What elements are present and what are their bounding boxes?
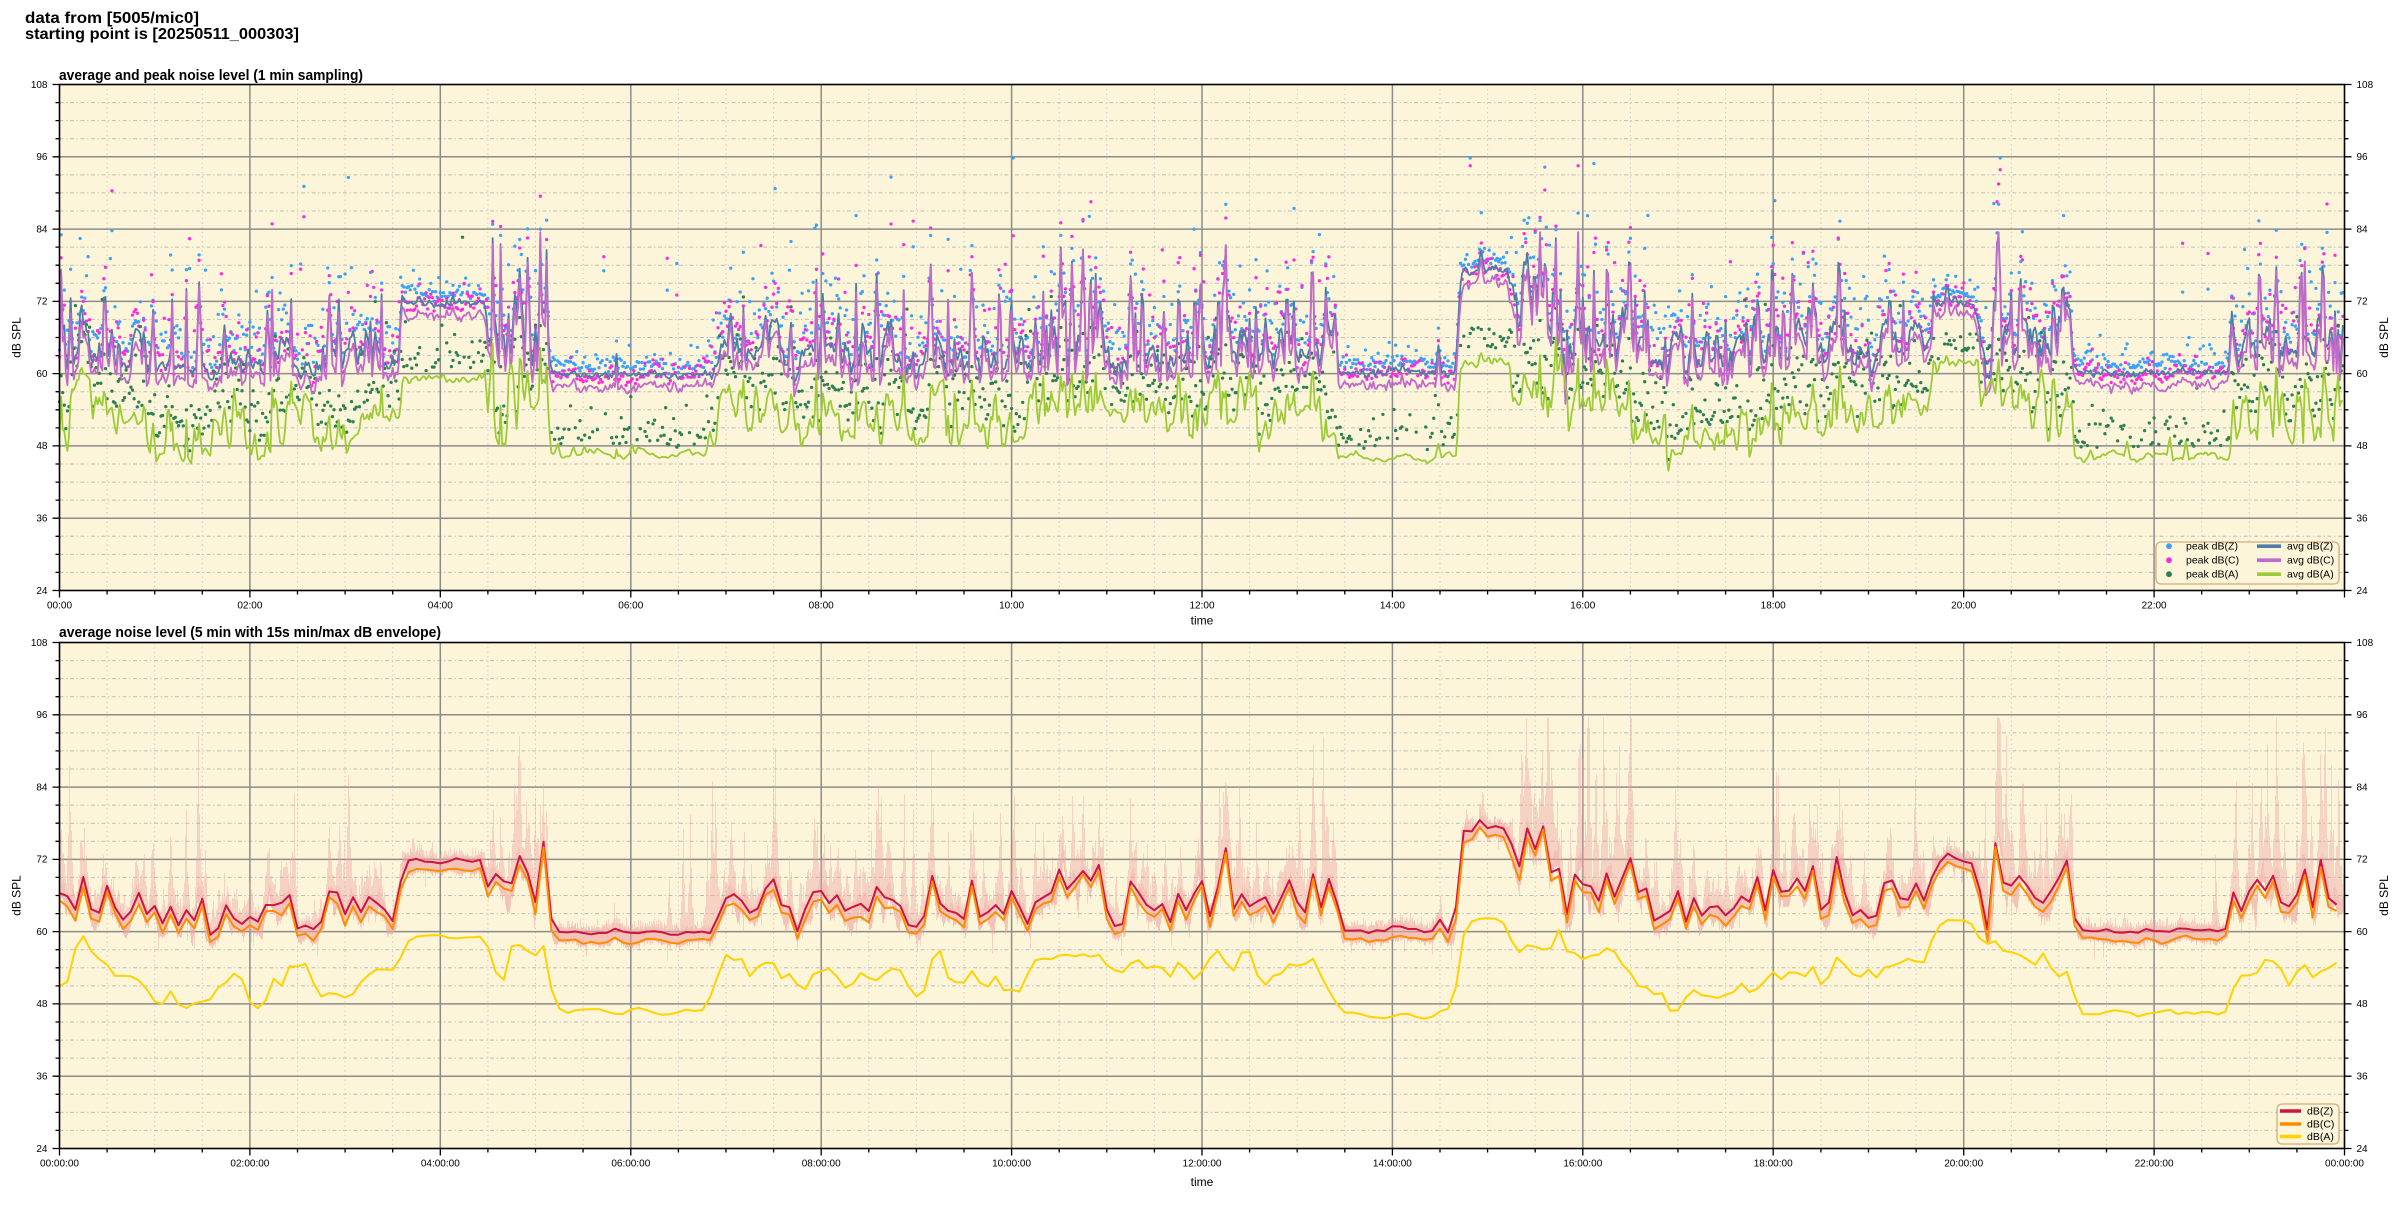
svg-text:20:00: 20:00 [1951, 601, 1976, 612]
svg-text:04:00: 04:00 [428, 601, 453, 612]
svg-text:08:00: 08:00 [809, 601, 834, 612]
svg-text:06:00:00: 06:00:00 [611, 1159, 650, 1170]
svg-text:18:00:00: 18:00:00 [1754, 1159, 1793, 1170]
svg-text:data from [5005/mic0]: data from [5005/mic0] [25, 10, 199, 27]
svg-text:14:00: 14:00 [1380, 601, 1405, 612]
svg-text:14:00:00: 14:00:00 [1373, 1159, 1412, 1170]
svg-text:dB SPL: dB SPL [2377, 317, 2391, 358]
svg-text:18:00: 18:00 [1761, 601, 1786, 612]
svg-text:60: 60 [36, 369, 48, 380]
svg-text:00:00:00: 00:00:00 [40, 1159, 79, 1170]
svg-text:96: 96 [2357, 152, 2369, 163]
svg-text:06:00: 06:00 [618, 601, 643, 612]
svg-text:60: 60 [2357, 927, 2369, 938]
svg-text:dB(A): dB(A) [2307, 1131, 2334, 1143]
svg-text:24: 24 [2357, 586, 2369, 597]
svg-text:84: 84 [36, 224, 48, 235]
svg-text:24: 24 [2357, 1144, 2369, 1155]
svg-text:12:00: 12:00 [1189, 601, 1214, 612]
svg-text:22:00:00: 22:00:00 [2135, 1159, 2174, 1170]
svg-text:84: 84 [2357, 224, 2369, 235]
svg-text:84: 84 [2357, 782, 2369, 793]
svg-text:00:00:00: 00:00:00 [2325, 1159, 2364, 1170]
svg-text:36: 36 [2357, 1072, 2369, 1083]
svg-text:48: 48 [2357, 999, 2369, 1010]
svg-text:time: time [1191, 1175, 1214, 1189]
svg-text:10:00: 10:00 [999, 601, 1024, 612]
svg-text:36: 36 [36, 514, 48, 525]
svg-text:96: 96 [2357, 710, 2369, 721]
svg-text:36: 36 [2357, 514, 2369, 525]
svg-text:36: 36 [36, 1072, 48, 1083]
svg-text:peak dB(A): peak dB(A) [2186, 569, 2239, 581]
svg-text:48: 48 [36, 441, 48, 452]
svg-text:108: 108 [2357, 80, 2374, 91]
svg-text:60: 60 [36, 927, 48, 938]
svg-text:02:00: 02:00 [237, 601, 262, 612]
svg-text:20:00:00: 20:00:00 [1944, 1159, 1983, 1170]
svg-text:04:00:00: 04:00:00 [421, 1159, 460, 1170]
svg-text:dB SPL: dB SPL [2377, 875, 2391, 916]
svg-text:72: 72 [2357, 297, 2369, 308]
svg-text:peak dB(Z): peak dB(Z) [2186, 541, 2238, 553]
svg-text:96: 96 [36, 152, 48, 163]
svg-text:dB SPL: dB SPL [10, 875, 24, 916]
svg-text:average and peak noise level (: average and peak noise level (1 min samp… [59, 68, 363, 84]
svg-text:72: 72 [2357, 855, 2369, 866]
svg-text:dB(Z): dB(Z) [2307, 1106, 2333, 1118]
svg-text:96: 96 [36, 710, 48, 721]
svg-text:00:00: 00:00 [47, 601, 72, 612]
svg-text:avg dB(A): avg dB(A) [2287, 569, 2334, 581]
svg-text:12:00:00: 12:00:00 [1183, 1159, 1222, 1170]
svg-text:16:00:00: 16:00:00 [1563, 1159, 1602, 1170]
svg-text:22:00: 22:00 [2142, 601, 2167, 612]
svg-text:avg dB(Z): avg dB(Z) [2287, 541, 2333, 553]
svg-text:24: 24 [36, 1144, 48, 1155]
svg-text:dB(C): dB(C) [2307, 1119, 2334, 1131]
svg-text:02:00:00: 02:00:00 [230, 1159, 269, 1170]
svg-text:24: 24 [36, 586, 48, 597]
svg-text:72: 72 [36, 855, 48, 866]
svg-text:08:00:00: 08:00:00 [802, 1159, 841, 1170]
svg-text:10:00:00: 10:00:00 [992, 1159, 1031, 1170]
svg-text:time: time [1191, 614, 1214, 628]
svg-text:16:00: 16:00 [1570, 601, 1595, 612]
svg-text:72: 72 [36, 297, 48, 308]
svg-text:average noise level (5 min wit: average noise level (5 min with 15s min/… [59, 625, 441, 641]
svg-text:84: 84 [36, 782, 48, 793]
svg-text:108: 108 [31, 80, 48, 91]
svg-text:48: 48 [36, 999, 48, 1010]
svg-text:peak dB(C): peak dB(C) [2186, 555, 2239, 567]
svg-text:dB SPL: dB SPL [10, 317, 24, 358]
svg-text:48: 48 [2357, 441, 2369, 452]
svg-text:avg dB(C): avg dB(C) [2287, 555, 2334, 567]
svg-text:108: 108 [2357, 638, 2374, 649]
svg-text:60: 60 [2357, 369, 2369, 380]
svg-text:108: 108 [31, 638, 48, 649]
svg-text:starting point is [20250511_00: starting point is [20250511_000303] [25, 26, 299, 43]
